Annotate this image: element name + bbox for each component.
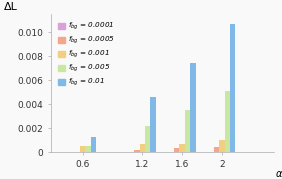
Bar	[140, 144, 145, 152]
Legend: $f_{bg}$ = 0.0001, $f_{bg}$ = 0.0005, $f_{bg}$ = 0.001, $f_{bg}$ = 0.005, $f_{bg: $f_{bg}$ = 0.0001, $f_{bg}$ = 0.0005, $f…	[57, 19, 116, 90]
Bar	[145, 126, 151, 152]
Text: α_p: α_p	[276, 169, 282, 179]
Bar	[151, 97, 156, 152]
Bar	[179, 144, 185, 152]
Bar	[214, 147, 219, 152]
Bar	[174, 148, 179, 152]
Bar	[134, 150, 140, 152]
Bar	[190, 63, 196, 152]
Bar	[230, 24, 235, 152]
Bar	[85, 146, 91, 152]
Bar	[185, 110, 190, 152]
Y-axis label: ΔL: ΔL	[4, 2, 17, 12]
Bar	[80, 146, 85, 152]
Bar	[91, 137, 96, 152]
Bar	[219, 140, 224, 152]
Bar	[224, 91, 230, 152]
